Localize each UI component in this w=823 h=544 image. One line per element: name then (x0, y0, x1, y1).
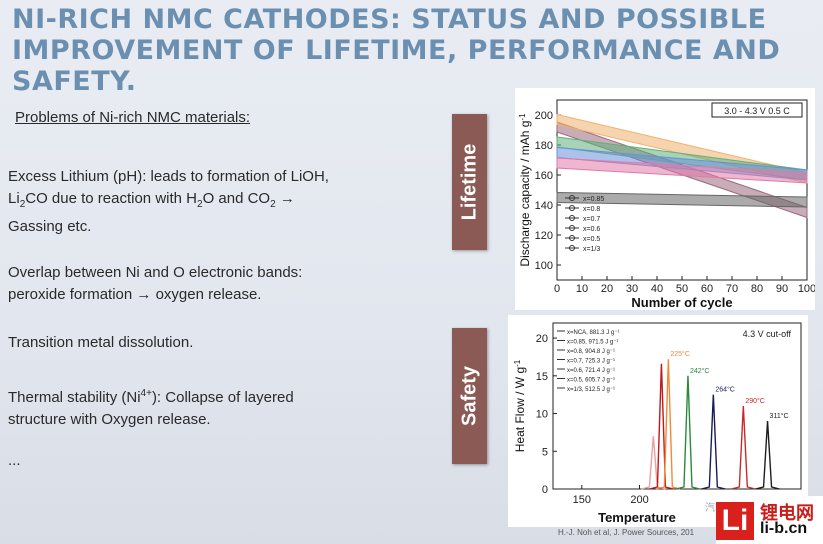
peak-x=0.6 (701, 394, 726, 490)
problem-excess-lithium: Excess Lithium (pH): leads to formation … (8, 168, 329, 235)
peak-x=1/3 (755, 421, 780, 490)
y-tick-label: 180 (535, 140, 553, 152)
x-axis-title: Temperature (598, 510, 676, 525)
y-axis-title: Heat Flow / W g-1 (513, 359, 527, 452)
cycle-capacity-chart: 0 10 20 30 40 50 60 70 80 90 100 100 120 140 160 180 200… (515, 88, 815, 310)
peak-x=0.5 (731, 405, 756, 490)
x-tick-label: 100 (798, 283, 815, 295)
x-tick-label: 10 (576, 283, 588, 295)
peak-label: 242°C (690, 367, 710, 375)
peak-label: 311°C (770, 412, 789, 420)
peak-x=0.8 (656, 359, 681, 490)
x-axis-title: Number of cycle (631, 295, 732, 310)
peak-label: 264°C (715, 386, 735, 394)
condition-box (711, 102, 803, 118)
legend-label: x=NCA, 881.3 J g⁻¹ (567, 330, 619, 336)
legend-marker (569, 205, 575, 211)
legend-label: x=0.7, 725.3 J g⁻¹ (567, 359, 615, 365)
tab-safety: Safety (452, 328, 487, 464)
x-tick-label: 40 (651, 283, 663, 295)
legend-label: x=0.85 (583, 196, 604, 203)
site-logo: Li 锂电网 li-b.cn (716, 496, 823, 544)
problem-band-overlap: Overlap between Ni and O electronic band… (8, 264, 303, 303)
peak-x=0.85 (649, 363, 674, 490)
legend-label: x=0.8 (583, 206, 600, 213)
logo-mark: Li (716, 502, 754, 540)
tab-lifetime: Lifetime (452, 114, 487, 250)
y-tick-label: 10 (536, 409, 548, 421)
y-tick-label: 5 (542, 446, 548, 458)
legend-marker (569, 225, 575, 231)
peak-label: 225°C (670, 350, 690, 358)
legend-marker (569, 195, 575, 201)
x-tick-label: 50 (676, 283, 688, 295)
peak-x=0.7 (675, 375, 701, 490)
logo-domain: li-b.cn (760, 520, 808, 537)
x-tick-label: 90 (776, 283, 788, 295)
legend-label: x=0.85, 971.5 J g⁻¹ (567, 340, 618, 346)
legend-label: x=1/3, 512.5 J g⁻¹ (567, 387, 615, 393)
slide-title: NI-RICH NMC CATHODES: STATUS AND POSSIBL… (12, 4, 812, 97)
legend-marker (569, 215, 575, 221)
y-tick-label: 120 (535, 230, 553, 242)
legend-marker (569, 235, 575, 241)
series-line-x=0.5 (556, 157, 808, 184)
legend-label: x=1/3 (583, 246, 600, 253)
legend-label: x=0.6 (583, 226, 600, 233)
legend-label: x=0.7 (583, 216, 600, 223)
x-tick-label: 150 (573, 494, 591, 506)
x-tick-label: 70 (726, 283, 738, 295)
x-tick-label: 0 (554, 283, 560, 295)
heat-flow-chart: 0 5 10 15 20 150 200 Temperature Heat Flow / W g… (508, 315, 808, 527)
y-tick-label: 0 (542, 484, 548, 496)
source-citation: H.-J. Noh et al, J. Power Sources, 201 (558, 528, 695, 537)
legend-label: x=0.5, 605.7 J g⁻¹ (567, 378, 615, 384)
section-subtitle: Problems of Ni-rich NMC materials: (15, 109, 251, 126)
y-tick-label: 140 (535, 200, 553, 212)
legend-label: x=0.8, 904.8 J g⁻¹ (567, 349, 615, 355)
legend-label: x=0.5 (583, 236, 600, 243)
title-line-1: NI-RICH NMC CATHODES: STATUS AND POSSIBL… (12, 4, 767, 35)
problem-thermal-stability: Thermal stability (Ni4+): Collapse of la… (8, 388, 294, 428)
peak-x=NCA (641, 436, 666, 490)
x-tick-label: 200 (630, 494, 648, 506)
problem-tm-dissolution: Transition metal dissolution. (8, 334, 194, 351)
x-tick-label: 30 (626, 283, 638, 295)
x-tick-label: 80 (751, 283, 763, 295)
y-tick-label: 15 (536, 371, 548, 383)
watermark-text: 汽车 (705, 503, 725, 514)
y-axis-title: Discharge capacity / mAh g-1 (518, 113, 532, 267)
y-tick-label: 200 (535, 110, 553, 122)
title-line-2: IMPROVEMENT OF LIFETIME, PERFORMANCE AND… (12, 35, 781, 97)
plot-frame (552, 322, 802, 490)
ellipsis: ... (8, 452, 21, 469)
y-tick-label: 20 (536, 333, 548, 345)
condition-label: 3.0 - 4.3 V 0.5 C (724, 106, 790, 116)
x-tick-label: 60 (701, 283, 713, 295)
condition-label: 4.3 V cut-off (743, 329, 792, 339)
peak-label: 290°C (745, 397, 765, 405)
x-tick-label: 20 (601, 283, 613, 295)
series-line-x=1/3 (556, 191, 808, 208)
y-tick-label: 160 (535, 170, 553, 182)
logo-cn-name: 锂电网 (760, 503, 814, 523)
y-tick-label: 100 (535, 260, 553, 272)
legend-marker (569, 245, 575, 251)
legend-label: x=0.6, 721.4 J g⁻¹ (567, 368, 615, 374)
